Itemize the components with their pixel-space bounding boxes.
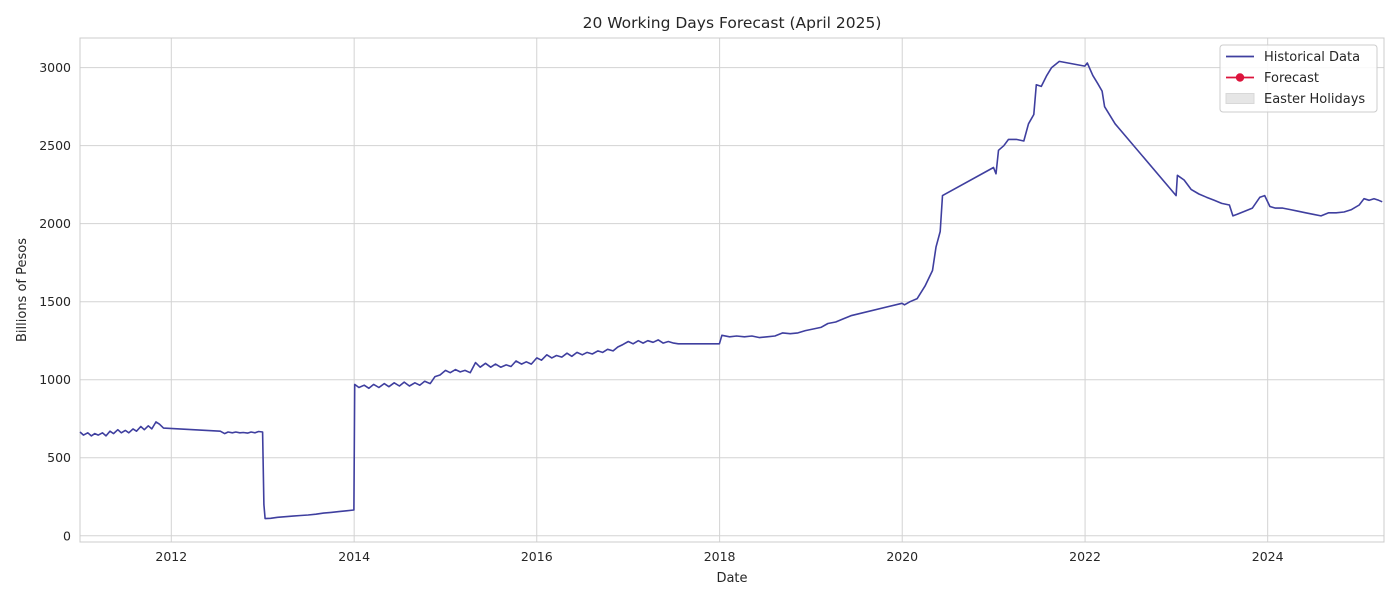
- plot-border: [79, 37, 1385, 543]
- plot-area: [80, 38, 1384, 542]
- y-tick-label: 2000: [39, 216, 71, 231]
- x-tick-label: 2016: [521, 549, 553, 564]
- series-layer: [79, 60, 1383, 520]
- legend-box: [1219, 44, 1378, 113]
- x-tick-label: 2024: [1252, 549, 1284, 564]
- x-tick-label: 2012: [155, 549, 187, 564]
- y-tick-label: 2500: [39, 138, 71, 153]
- tick-labels: 0 500 1000 1500 2000 2500 3000 2012 2014 2016 2018…: [39, 60, 1283, 564]
- y-tick-label: 500: [47, 450, 71, 465]
- x-tick-label: 2018: [704, 549, 736, 564]
- x-tick-label: 2014: [338, 549, 370, 564]
- legend: Historical Data Forecast Easter Holidays: [1219, 44, 1378, 113]
- y-tick-label: 1000: [39, 372, 71, 387]
- legend-item-label: Historical Data: [1264, 50, 1360, 65]
- y-axis-label: Billions of Pesos: [15, 238, 30, 342]
- y-tick-label: 3000: [39, 60, 71, 75]
- x-tick-label: 2022: [1069, 549, 1101, 564]
- y-tick-label: 1500: [39, 294, 71, 309]
- y-tick-label: 0: [63, 528, 71, 543]
- legend-marker-dot: [1235, 73, 1245, 82]
- legend-swatch-easter: [1225, 93, 1255, 104]
- series-line-historical: [79, 60, 1383, 520]
- x-axis-label: Date: [716, 571, 747, 586]
- legend-item-label: Forecast: [1264, 71, 1319, 86]
- plot-frame: [79, 37, 1385, 543]
- grid-lines: [80, 38, 1384, 542]
- chart-title: 20 Working Days Forecast (April 2025): [583, 14, 882, 32]
- x-tick-label: 2020: [886, 549, 918, 564]
- legend-item-label: Easter Holidays: [1264, 92, 1365, 107]
